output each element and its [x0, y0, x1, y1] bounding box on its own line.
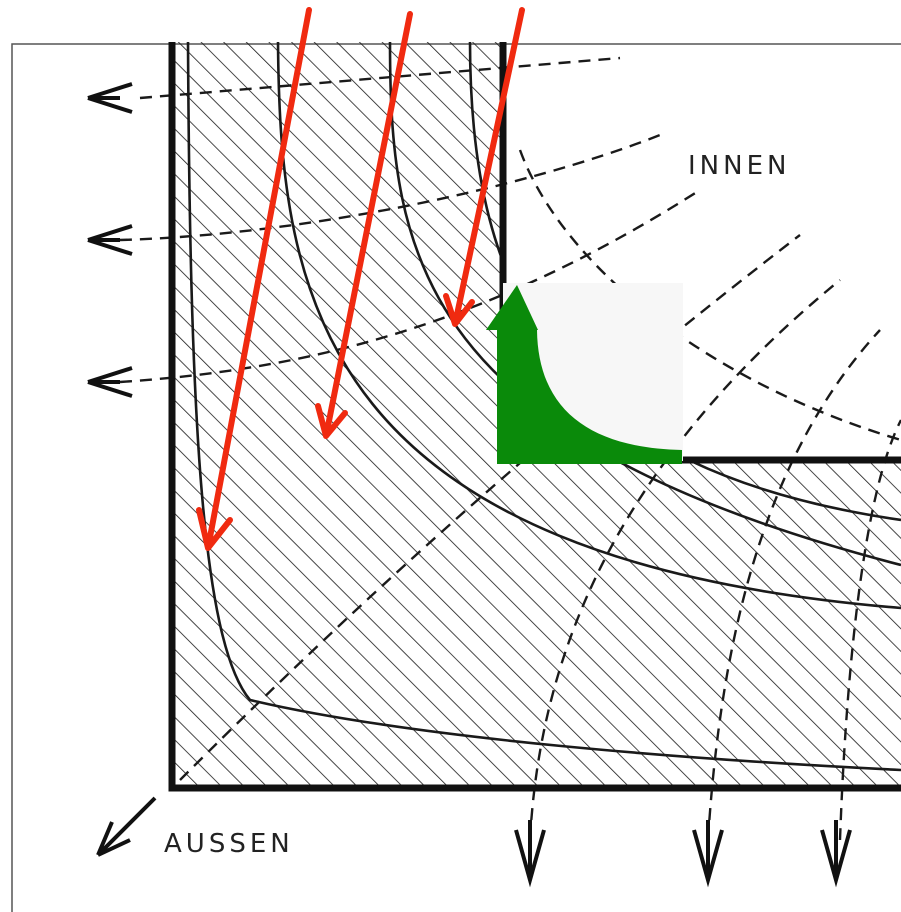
outward-arrows-left	[87, 82, 133, 398]
red-arrows	[196, 7, 525, 551]
arrow-left-2	[87, 224, 133, 256]
label-outside: AUSSEN	[164, 829, 294, 859]
isotherm-2	[388, 42, 901, 567]
corner-marker-arrowhead	[486, 285, 538, 330]
arrow-left-3	[87, 366, 133, 398]
flow-line-5	[528, 279, 841, 841]
arrow-down-1	[514, 820, 546, 888]
outer-surface	[168, 42, 901, 792]
outward-arrows-bottom	[514, 820, 852, 888]
label-inside: INNEN	[688, 151, 790, 181]
flow-line-4	[179, 234, 801, 781]
red-arrow-3	[443, 7, 525, 327]
red-arrow-2	[315, 11, 413, 439]
red-arrow-1	[196, 7, 312, 551]
arrow-corner-outward	[96, 796, 157, 857]
arrow-left-1	[87, 82, 133, 114]
corner-marker-shape	[497, 330, 682, 464]
arrow-down-2	[692, 820, 724, 888]
flow-line-1	[139, 56, 621, 100]
wall-section-hatched	[172, 42, 901, 788]
arrow-down-3	[820, 820, 852, 888]
isotherm-3	[186, 42, 901, 772]
flow-line-2	[119, 133, 661, 242]
flow-line-6	[706, 329, 881, 841]
corner-marker-green	[486, 285, 682, 464]
